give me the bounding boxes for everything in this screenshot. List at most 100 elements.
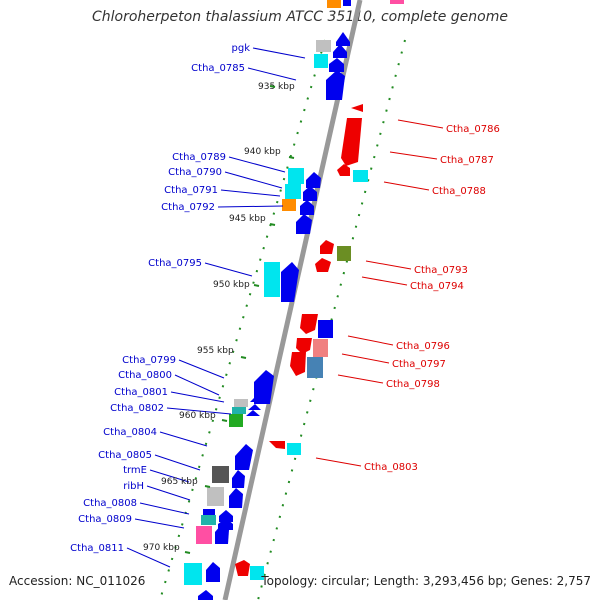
gene-arrow [198, 590, 213, 600]
gene-arrow [306, 172, 321, 188]
gene-block [353, 170, 368, 182]
gene-arrow [326, 70, 345, 100]
gene-block [313, 339, 328, 357]
forward-gene-label[interactable]: Ctha_0790 [168, 167, 222, 178]
gene-arrow [320, 240, 334, 254]
leader-line [154, 454, 201, 471]
gene-arrow [351, 104, 363, 112]
kbp-tick-label: 970 kbp [143, 543, 180, 553]
leader-line [126, 547, 171, 568]
leader-line [217, 205, 284, 208]
leader-line [315, 457, 362, 467]
forward-gene-label[interactable]: trmE [123, 465, 147, 476]
kbp-tick-label: 965 kbp [161, 477, 198, 487]
gene-arrow [235, 560, 250, 576]
leader-line [159, 431, 208, 447]
gene-arrow [219, 510, 233, 522]
gene-block [229, 414, 243, 427]
reverse-gene-label[interactable]: Ctha_0796 [396, 341, 450, 352]
forward-gene-label[interactable]: Ctha_0808 [83, 498, 137, 509]
leader-line [139, 502, 190, 515]
reverse-gene-label[interactable]: Ctha_0787 [440, 155, 494, 166]
gene-block [390, 0, 404, 4]
leader-line [149, 469, 190, 483]
gene-arrow [341, 118, 362, 166]
gene-block [337, 246, 351, 261]
gene-arrow [281, 262, 299, 302]
leader-line [361, 276, 408, 286]
gene-arrow [337, 164, 350, 176]
forward-gene-label[interactable]: Ctha_0809 [78, 514, 132, 525]
gene-arrow [290, 352, 306, 376]
reverse-gene-label[interactable]: Ctha_0797 [392, 359, 446, 370]
kbp-tick-mark [204, 485, 211, 488]
forward-tick-track [159, 39, 326, 600]
gene-arrow [343, 0, 351, 6]
leader-line [383, 181, 430, 191]
forward-gene-label[interactable]: pgk [232, 43, 251, 54]
forward-gene-label[interactable]: Ctha_0789 [172, 152, 226, 163]
gene-arrow [333, 44, 347, 58]
gene-arrow [250, 396, 262, 402]
forward-gene-label[interactable]: Ctha_0795 [148, 258, 202, 269]
gene-labels: pgk Ctha_0785 Ctha_0789 Ctha_0790 Ctha_0791 C… [70, 43, 500, 554]
gene-arrow [329, 58, 344, 72]
forward-gene-label[interactable]: Ctha_0802 [110, 403, 164, 414]
leader-line [247, 67, 297, 81]
forward-gene-label[interactable]: Ctha_0792 [161, 202, 215, 213]
gene-block [234, 399, 248, 407]
gene-block [203, 509, 215, 515]
reverse-gene-label[interactable]: Ctha_0794 [410, 281, 464, 292]
forward-gene-label[interactable]: Ctha_0799 [122, 355, 176, 366]
kbp-tick-label: 935 kbp [258, 82, 295, 92]
label-leader-lines [126, 47, 444, 568]
leader-line [224, 171, 283, 189]
reverse-strand-genes [235, 0, 404, 580]
gene-arrow [269, 441, 285, 449]
forward-gene-label[interactable]: Ctha_0804 [103, 427, 157, 438]
reverse-gene-label[interactable]: Ctha_0788 [432, 186, 486, 197]
gene-arrow [300, 314, 318, 334]
gene-block [212, 466, 229, 483]
gene-block [264, 262, 280, 297]
gene-arrow [248, 404, 261, 410]
forward-gene-label[interactable]: Ctha_0805 [98, 450, 152, 461]
leader-line [397, 119, 444, 129]
leader-line [337, 374, 384, 384]
forward-gene-label[interactable]: Ctha_0785 [191, 63, 245, 74]
reverse-gene-label[interactable]: Ctha_0793 [414, 265, 468, 276]
forward-gene-label[interactable]: Ctha_0791 [164, 185, 218, 196]
gene-block [307, 357, 323, 378]
leader-line [174, 374, 220, 396]
gene-arrow [235, 444, 253, 470]
leader-line [228, 156, 286, 173]
gene-block [316, 40, 331, 52]
leader-line [389, 151, 438, 160]
gene-arrow [300, 200, 314, 215]
leader-line [204, 262, 253, 277]
leader-line [220, 189, 281, 197]
forward-gene-label[interactable]: ribH [123, 481, 144, 492]
reverse-gene-label[interactable]: Ctha_0803 [364, 462, 418, 473]
leader-line [178, 359, 225, 379]
forward-gene-label[interactable]: Ctha_0811 [70, 543, 124, 554]
gene-arrow [232, 470, 245, 488]
reverse-gene-label[interactable]: Ctha_0786 [446, 124, 500, 135]
kbp-tick-label: 945 kbp [229, 214, 266, 224]
leader-line [252, 47, 306, 59]
gene-block [287, 443, 301, 455]
gene-arrow [254, 370, 274, 404]
leader-line [347, 335, 394, 346]
gene-block [201, 515, 216, 525]
reverse-gene-label[interactable]: Ctha_0798 [386, 379, 440, 390]
forward-gene-label[interactable]: Ctha_0800 [118, 370, 172, 381]
gene-block [250, 566, 264, 580]
leader-line [166, 407, 232, 415]
map-title: Chloroherpeton thalassium ATCC 35110, co… [92, 9, 508, 25]
forward-gene-label[interactable]: Ctha_0801 [114, 387, 168, 398]
kbp-tick-mark [269, 223, 276, 226]
gene-arrow [229, 488, 243, 508]
kbp-tick-label: 960 kbp [179, 411, 216, 421]
